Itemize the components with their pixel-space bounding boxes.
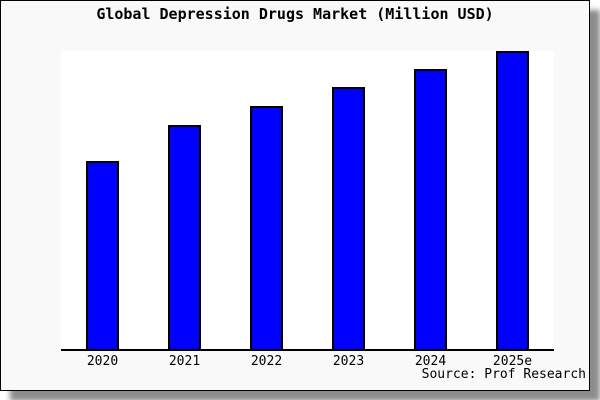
x-axis-labels: 2020 2021 2022 2023 2024 2025e xyxy=(61,355,554,371)
chart-title: Global Depression Drugs Market (Million … xyxy=(96,5,494,23)
x-tick-2024: 2024 xyxy=(414,354,447,369)
chart-card: Global Depression Drugs Market (Million … xyxy=(0,0,590,391)
bar-2021 xyxy=(168,125,201,349)
x-tick-2020: 2020 xyxy=(86,354,119,369)
x-tick-2023: 2023 xyxy=(332,354,365,369)
bar-2025e xyxy=(496,51,529,349)
x-tick-2025e: 2025e xyxy=(492,354,533,369)
x-tick-2022: 2022 xyxy=(250,354,283,369)
bar-2020 xyxy=(86,161,119,349)
plot-area xyxy=(61,51,554,351)
x-tick-2021: 2021 xyxy=(168,354,201,369)
bar-2023 xyxy=(332,87,365,349)
bar-2024 xyxy=(414,69,447,349)
bar-2022 xyxy=(250,106,283,349)
source-label: Source: Prof Research xyxy=(421,367,586,382)
